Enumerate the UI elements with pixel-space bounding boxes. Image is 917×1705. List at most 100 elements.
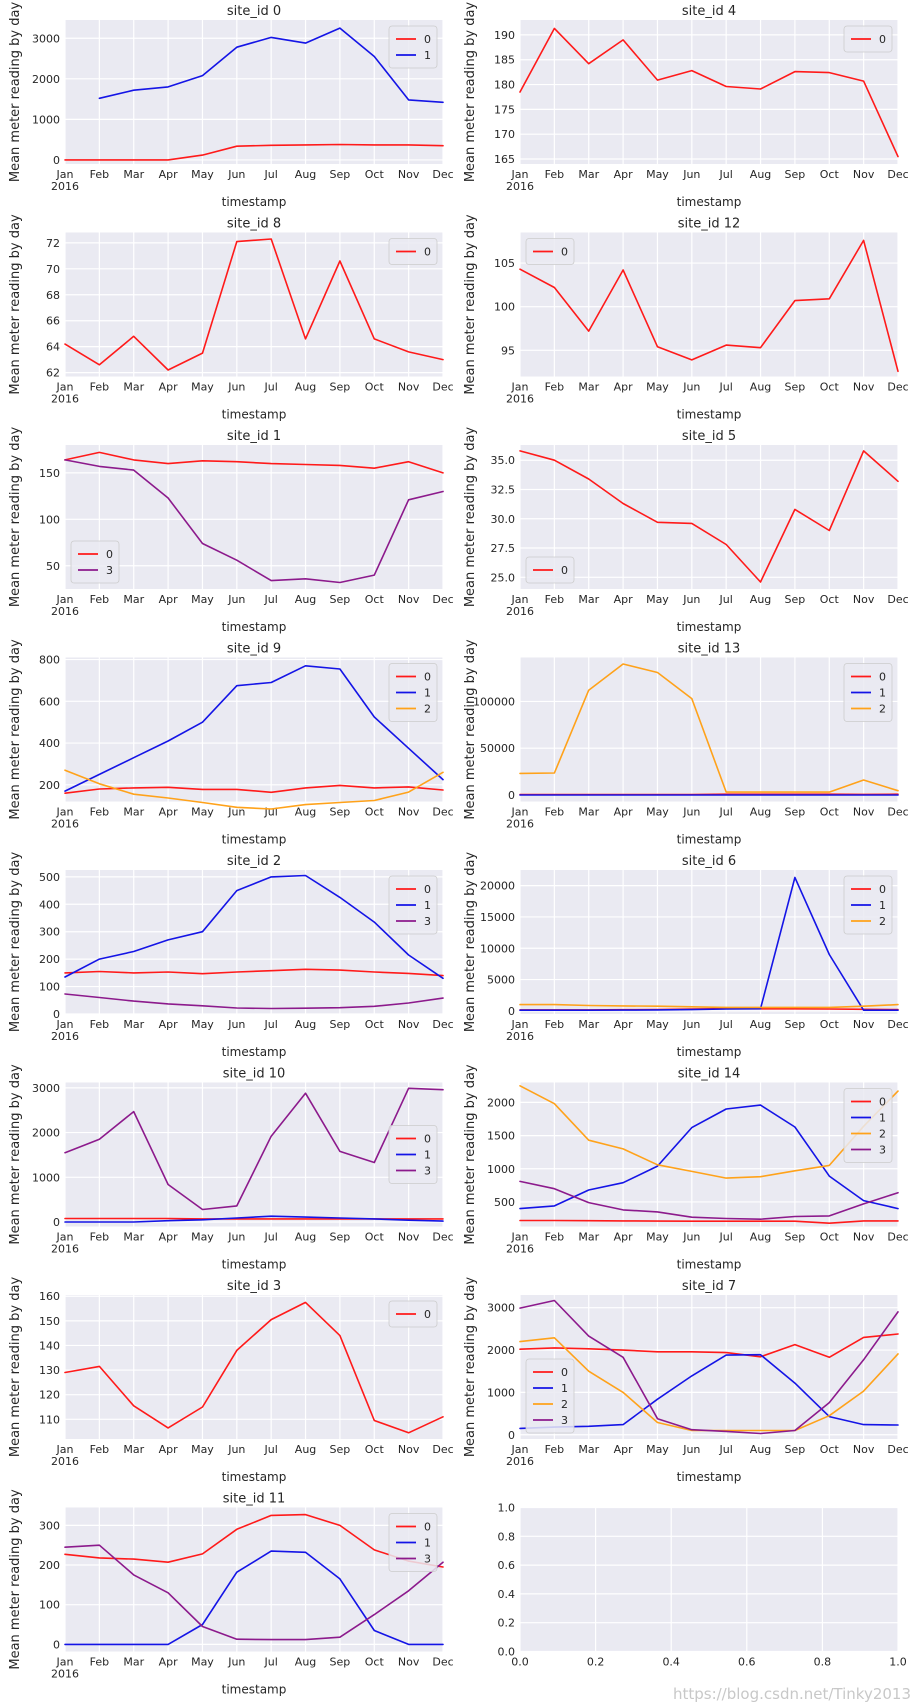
x-tick-label: Sep bbox=[785, 806, 806, 819]
x-tick-label: Nov bbox=[398, 1018, 420, 1031]
plot-area bbox=[520, 20, 898, 164]
y-tick-label: 30.0 bbox=[491, 513, 516, 526]
y-tick-label: 190 bbox=[494, 29, 515, 42]
plot-area bbox=[520, 232, 898, 377]
subplot-title: site_id 7 bbox=[682, 1279, 736, 1294]
x-tick-label: Jan bbox=[56, 1443, 74, 1456]
y-tick-label: 68 bbox=[46, 289, 60, 302]
subplot-title: site_id 8 bbox=[227, 217, 281, 232]
x-tick-label: Jun bbox=[682, 1231, 700, 1244]
subplot-13: Jan Feb Mar Apr May Jun Jul Aug Sep Oct Nov Dec 2016… bbox=[463, 852, 909, 1059]
x-tick-label: Aug bbox=[295, 593, 316, 606]
x-tick-label: Jan bbox=[511, 593, 529, 606]
x-tick-label: Aug bbox=[295, 168, 316, 181]
y-tick-label: 180 bbox=[494, 79, 515, 92]
x-tick-label: Oct bbox=[365, 806, 385, 819]
x-tick-label: Feb bbox=[90, 806, 109, 819]
plot-area bbox=[520, 870, 898, 1014]
x-year-label: 2016 bbox=[506, 1455, 534, 1468]
series-line-1 bbox=[98, 27, 444, 104]
x-tick-label: Apr bbox=[159, 1231, 179, 1244]
x-tick-label: Jan bbox=[56, 1231, 74, 1244]
x-tick-label: Jan bbox=[511, 1018, 529, 1031]
y-tick-label: 100 bbox=[39, 1599, 60, 1612]
series-line-0 bbox=[519, 1219, 899, 1224]
y-axis-label: Mean meter reading by day bbox=[463, 1277, 478, 1458]
y-tick-label: 1000 bbox=[487, 1163, 515, 1176]
x-tick-label: Nov bbox=[853, 1443, 875, 1456]
legend-label: 0 bbox=[424, 1308, 431, 1321]
legend-box bbox=[388, 25, 438, 69]
x-tick-label: Mar bbox=[578, 593, 599, 606]
legend-label: 1 bbox=[879, 687, 886, 700]
x-year-label: 2016 bbox=[506, 1030, 534, 1043]
y-tick-label: 0 bbox=[53, 1638, 60, 1651]
legend: 0 1 3 bbox=[388, 1513, 438, 1572]
x-tick-label: Jul bbox=[264, 806, 278, 819]
x-tick-label: Oct bbox=[365, 1231, 385, 1244]
legend-label: 1 bbox=[424, 1149, 431, 1162]
x-tick-label: Jan bbox=[56, 1018, 74, 1031]
x-tick-label: Nov bbox=[853, 1018, 875, 1031]
series-line-0 bbox=[64, 451, 444, 474]
x-tick-label: Jun bbox=[682, 806, 700, 819]
y-tick-label: 500 bbox=[494, 1196, 515, 1209]
y-tick-label: 200 bbox=[39, 953, 60, 966]
x-tick-label: Apr bbox=[614, 593, 634, 606]
x-tick-label: May bbox=[646, 381, 669, 394]
y-tick-label: 2000 bbox=[487, 1344, 515, 1357]
x-tick-label: Nov bbox=[853, 806, 875, 819]
x-tick-label: Feb bbox=[90, 168, 109, 181]
x-tick-label: Feb bbox=[90, 1231, 109, 1244]
subplot-title: site_id 0 bbox=[227, 4, 281, 19]
x-axis-label: timestamp bbox=[222, 195, 287, 209]
x-tick-label: Jul bbox=[719, 1018, 733, 1031]
x-tick-label: Jul bbox=[719, 1443, 733, 1456]
subplot-11: Jan Feb Mar Apr May Jun Jul Aug Sep Oct Nov Dec 2016… bbox=[463, 427, 909, 634]
x-tick-label: Apr bbox=[159, 1443, 179, 1456]
legend-box bbox=[70, 540, 120, 584]
x-tick-label: Jun bbox=[227, 168, 245, 181]
x-tick-label: Sep bbox=[785, 168, 806, 181]
x-tick-label: Sep bbox=[330, 1443, 351, 1456]
x-tick-label: Feb bbox=[545, 168, 564, 181]
legend-label: 2 bbox=[879, 915, 886, 928]
x-year-label: 2016 bbox=[51, 180, 79, 193]
x-tick-label: Mar bbox=[578, 1018, 599, 1031]
subplot-title: site_id 13 bbox=[678, 642, 741, 657]
x-tick-label: Feb bbox=[90, 1443, 109, 1456]
series-line-2 bbox=[64, 769, 444, 810]
x-tick-label: Nov bbox=[398, 168, 420, 181]
x-year-label: 2016 bbox=[506, 1243, 534, 1256]
x-tick-label: Apr bbox=[159, 806, 179, 819]
y-tick-label: 50000 bbox=[480, 742, 515, 755]
plot-area bbox=[65, 232, 443, 377]
x-tick-label: Sep bbox=[330, 806, 351, 819]
x-tick-label: Mar bbox=[578, 1231, 599, 1244]
y-tick-label: 170 bbox=[494, 128, 515, 141]
y-tick-label: 5000 bbox=[487, 974, 515, 987]
legend-label: 3 bbox=[424, 1165, 431, 1178]
y-axis-label: Mean meter reading by day bbox=[463, 639, 478, 820]
x-tick-label: May bbox=[191, 1443, 214, 1456]
legend-label: 1 bbox=[879, 1112, 886, 1125]
y-tick-label: 0 bbox=[508, 789, 515, 802]
subplot-title: site_id 5 bbox=[682, 429, 736, 444]
x-tick-label: Dec bbox=[432, 593, 453, 606]
x-tick-label: Aug bbox=[750, 806, 771, 819]
legend: 0 1 2 bbox=[388, 663, 438, 722]
y-axis-label: Mean meter reading by day bbox=[8, 1064, 23, 1245]
legend-label: 0 bbox=[424, 1133, 431, 1146]
x-tick-label: Nov bbox=[398, 1656, 420, 1669]
legend-label: 0 bbox=[424, 883, 431, 896]
y-tick-label: 3000 bbox=[32, 32, 60, 45]
y-tick-label: 2000 bbox=[32, 73, 60, 86]
x-tick-label: Dec bbox=[432, 806, 453, 819]
x-tick-label: Feb bbox=[545, 381, 564, 394]
legend: 0 1 2 bbox=[843, 663, 893, 722]
x-axis-label: timestamp bbox=[222, 833, 287, 847]
series-line-1 bbox=[519, 1104, 899, 1210]
series-line-1 bbox=[64, 664, 444, 792]
x-tick-label: Dec bbox=[887, 168, 908, 181]
